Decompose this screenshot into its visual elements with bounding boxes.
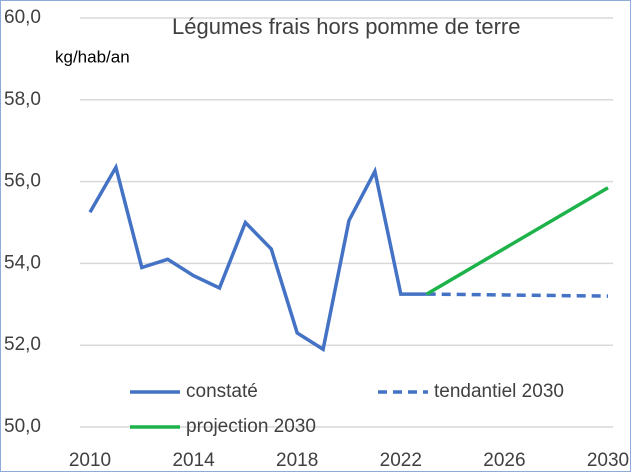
y-tick-label: 56,0 xyxy=(4,171,41,192)
chart-title: Légumes frais hors pomme de terre xyxy=(172,14,521,39)
series-line xyxy=(426,292,609,298)
y-tick-label: 60,0 xyxy=(4,7,41,28)
legend-label: tendantiel 2030 xyxy=(434,381,564,402)
series-line xyxy=(88,162,427,353)
y-tick-label: 58,0 xyxy=(4,89,41,110)
x-tick-label: 2018 xyxy=(276,450,318,471)
y-tick-label: 54,0 xyxy=(4,252,41,273)
x-tick-label: 2026 xyxy=(483,450,525,471)
x-tick-label: 2022 xyxy=(380,450,422,471)
series-line xyxy=(425,186,609,296)
y-tick-label: 52,0 xyxy=(4,334,41,355)
legend-label: constaté xyxy=(186,381,258,402)
y-axis-label: kg/hab/an xyxy=(55,47,130,66)
legend-label: projection 2030 xyxy=(186,416,316,437)
y-tick-label: 50,0 xyxy=(4,416,41,437)
x-tick-label: 2014 xyxy=(172,450,215,471)
marks xyxy=(88,162,609,353)
x-tick-label: 2010 xyxy=(69,450,111,471)
x-tick-label: 2030 xyxy=(587,450,629,471)
